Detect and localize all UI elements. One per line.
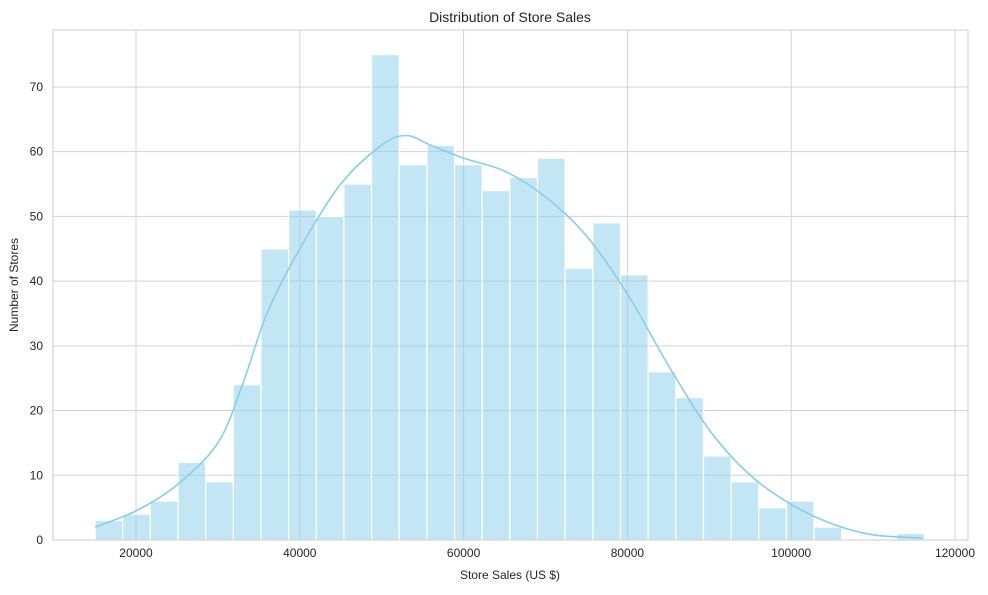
histogram-bar [343, 183, 373, 541]
histogram-bar [481, 189, 511, 541]
y-tick-label: 50 [30, 209, 44, 223]
y-tick-label: 0 [36, 533, 43, 547]
x-tick-labels: 20000 40000 60000 80000 100000 120000 [119, 546, 975, 560]
kde-curve [94, 134, 923, 539]
histogram-bar [205, 481, 234, 541]
histogram-bar [453, 164, 483, 541]
x-tick-label: 20000 [119, 546, 153, 560]
histogram-bar [232, 384, 262, 541]
histogram-bar [702, 455, 732, 541]
histogram-bar [509, 176, 539, 541]
histogram-bar [122, 513, 151, 541]
histogram-bar [813, 526, 843, 541]
plot-frame [52, 29, 969, 541]
bars [94, 53, 926, 541]
y-tick-label: 40 [30, 274, 44, 288]
y-tick-label: 10 [30, 468, 44, 482]
histogram-bar [564, 267, 594, 541]
histogram-bar [315, 215, 345, 541]
y-tick-label: 30 [30, 339, 44, 353]
y-axis-label: Number of Stores [7, 238, 21, 332]
histogram-bar [785, 500, 815, 541]
grid [53, 30, 968, 541]
x-tick-label: 40000 [283, 546, 317, 560]
histogram-bar [619, 274, 649, 541]
y-tick-labels: 0 10 20 30 40 50 60 70 [30, 80, 44, 547]
x-axis-label: Store Sales (US $) [460, 568, 560, 582]
y-tick-label: 20 [30, 404, 44, 418]
histogram-bar [260, 248, 290, 541]
histogram-bar [758, 507, 788, 541]
histogram-bar [647, 371, 677, 541]
y-tick-label: 70 [30, 80, 44, 94]
x-tick-label: 80000 [611, 546, 645, 560]
histogram-bar [675, 397, 705, 541]
histogram-bar [370, 53, 400, 541]
histogram-bar [536, 157, 566, 541]
histogram-bar [730, 481, 760, 541]
histogram-bar [288, 209, 317, 541]
x-tick-label: 120000 [935, 546, 975, 560]
histogram-bar [398, 164, 428, 541]
chart-title: Distribution of Store Sales [429, 9, 591, 25]
histogram-bar [592, 222, 622, 541]
x-tick-label: 100000 [771, 546, 811, 560]
y-tick-label: 60 [30, 145, 44, 159]
histogram-bar [149, 500, 179, 541]
x-tick-label: 60000 [447, 546, 481, 560]
histogram-bar [426, 144, 456, 541]
histogram-bar [94, 519, 124, 541]
histogram-bar [177, 461, 207, 541]
